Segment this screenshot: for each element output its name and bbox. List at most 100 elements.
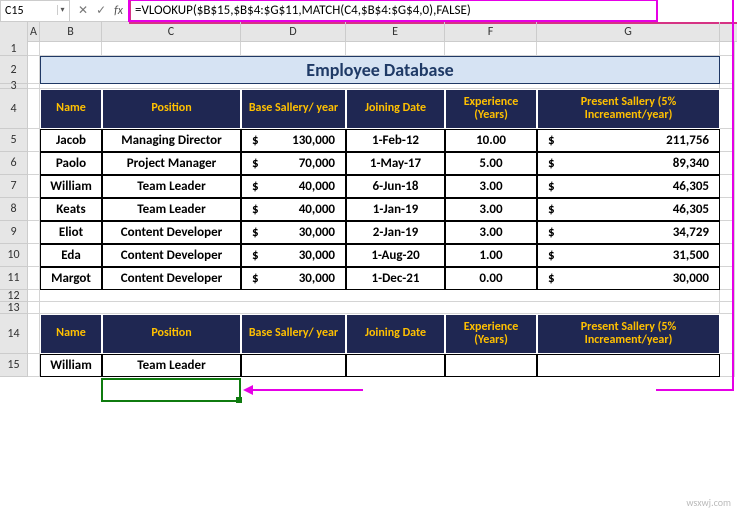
- cell-present[interactable]: $89,340: [537, 152, 720, 175]
- cell-base[interactable]: $130,000: [241, 129, 346, 152]
- cell-name[interactable]: William: [40, 175, 102, 198]
- cell[interactable]: [40, 302, 720, 314]
- cell[interactable]: [28, 89, 40, 129]
- row-header[interactable]: 5: [0, 129, 28, 152]
- header-name[interactable]: Name: [40, 89, 102, 129]
- cell[interactable]: [28, 42, 40, 56]
- lookup-name[interactable]: William: [40, 354, 102, 377]
- lookup-header-position[interactable]: Position: [102, 314, 241, 354]
- title-cell[interactable]: Employee Database: [40, 56, 720, 84]
- fill-handle[interactable]: [236, 397, 242, 403]
- header-base[interactable]: Base Sallery/ year: [241, 89, 346, 129]
- cell[interactable]: [102, 42, 241, 56]
- lookup-exp[interactable]: [445, 354, 537, 377]
- cell-exp[interactable]: 3.00: [445, 198, 537, 221]
- cell-joining[interactable]: 1-Feb-12: [346, 129, 445, 152]
- row-header[interactable]: 11: [0, 267, 28, 290]
- cell-joining[interactable]: 1-Aug-20: [346, 244, 445, 267]
- cell-exp[interactable]: 10.00: [445, 129, 537, 152]
- cell-exp[interactable]: 1.00: [445, 244, 537, 267]
- col-header-D[interactable]: D: [241, 22, 346, 42]
- cell-position[interactable]: Managing Director: [102, 129, 241, 152]
- cell-base[interactable]: $40,000: [241, 175, 346, 198]
- cell-base[interactable]: $30,000: [241, 244, 346, 267]
- cell-present[interactable]: $46,305: [537, 175, 720, 198]
- cell-name[interactable]: Keats: [40, 198, 102, 221]
- cell[interactable]: [346, 42, 445, 56]
- cell-name[interactable]: Margot: [40, 267, 102, 290]
- cell[interactable]: [720, 152, 735, 175]
- lookup-header-present[interactable]: Present Sallery (5% Increament/year): [537, 314, 720, 354]
- cell-exp[interactable]: 5.00: [445, 152, 537, 175]
- cell[interactable]: [28, 56, 40, 84]
- row-header[interactable]: 7: [0, 175, 28, 198]
- col-header-A[interactable]: A: [28, 22, 40, 42]
- cell-present[interactable]: $30,000: [537, 267, 720, 290]
- cell-name[interactable]: Jacob: [40, 129, 102, 152]
- lookup-header-exp[interactable]: Experience (Years): [445, 314, 537, 354]
- cell[interactable]: [720, 354, 735, 377]
- cell-exp[interactable]: 3.00: [445, 221, 537, 244]
- cell[interactable]: [28, 221, 40, 244]
- cell-name[interactable]: Paolo: [40, 152, 102, 175]
- cell-present[interactable]: $46,305: [537, 198, 720, 221]
- cell[interactable]: [720, 89, 735, 129]
- cell[interactable]: [28, 175, 40, 198]
- fx-icon[interactable]: fx: [114, 4, 123, 18]
- cell-joining[interactable]: 1-Dec-21: [346, 267, 445, 290]
- cell[interactable]: [445, 42, 537, 56]
- row-header-13[interactable]: 13: [0, 302, 28, 314]
- cell-position[interactable]: Content Developer: [102, 267, 241, 290]
- name-box-dropdown-icon[interactable]: ▾: [57, 5, 67, 15]
- cell[interactable]: [28, 244, 40, 267]
- cell[interactable]: [537, 42, 720, 56]
- lookup-joining[interactable]: [346, 354, 445, 377]
- cell[interactable]: [28, 129, 40, 152]
- name-box[interactable]: C15 ▾: [0, 0, 70, 22]
- confirm-icon[interactable]: ✓: [96, 3, 106, 18]
- row-header[interactable]: 8: [0, 198, 28, 221]
- cancel-icon[interactable]: ✕: [78, 3, 88, 18]
- lookup-position[interactable]: Team Leader: [102, 354, 241, 377]
- row-header-1[interactable]: 1: [0, 42, 28, 56]
- cell[interactable]: [720, 175, 735, 198]
- cell-position[interactable]: Team Leader: [102, 175, 241, 198]
- cell-base[interactable]: $30,000: [241, 221, 346, 244]
- row-header[interactable]: 9: [0, 221, 28, 244]
- cell-base[interactable]: $40,000: [241, 198, 346, 221]
- lookup-header-joining[interactable]: Joining Date: [346, 314, 445, 354]
- lookup-present[interactable]: [537, 354, 720, 377]
- cell[interactable]: [720, 198, 735, 221]
- cell-joining[interactable]: 2-Jan-19: [346, 221, 445, 244]
- lookup-header-name[interactable]: Name: [40, 314, 102, 354]
- cell[interactable]: [720, 56, 735, 84]
- col-header-C[interactable]: C: [102, 22, 241, 42]
- cell-base[interactable]: $30,000: [241, 267, 346, 290]
- cell-base[interactable]: $70,000: [241, 152, 346, 175]
- row-header-14[interactable]: 14: [0, 314, 28, 354]
- cell[interactable]: [40, 290, 720, 302]
- cell[interactable]: [28, 302, 40, 314]
- select-all-corner[interactable]: [0, 22, 28, 42]
- cell[interactable]: [720, 314, 735, 354]
- col-header-G[interactable]: G: [537, 22, 720, 42]
- col-header-F[interactable]: F: [445, 22, 537, 42]
- row-header[interactable]: 6: [0, 152, 28, 175]
- cell[interactable]: [720, 302, 735, 314]
- cell-position[interactable]: Content Developer: [102, 244, 241, 267]
- cell-position[interactable]: Project Manager: [102, 152, 241, 175]
- cell-exp[interactable]: 0.00: [445, 267, 537, 290]
- cell[interactable]: [720, 290, 735, 302]
- row-header-15[interactable]: 15: [0, 354, 28, 377]
- cell[interactable]: [28, 267, 40, 290]
- cell-joining[interactable]: 1-May-17: [346, 152, 445, 175]
- cell-joining[interactable]: 6-Jun-18: [346, 175, 445, 198]
- col-header-B[interactable]: B: [40, 22, 102, 42]
- cell-name[interactable]: Eda: [40, 244, 102, 267]
- cell[interactable]: [28, 152, 40, 175]
- cell[interactable]: [720, 244, 735, 267]
- formula-input[interactable]: [131, 0, 737, 22]
- cell-present[interactable]: $34,729: [537, 221, 720, 244]
- cell[interactable]: [720, 221, 735, 244]
- cell[interactable]: [241, 42, 346, 56]
